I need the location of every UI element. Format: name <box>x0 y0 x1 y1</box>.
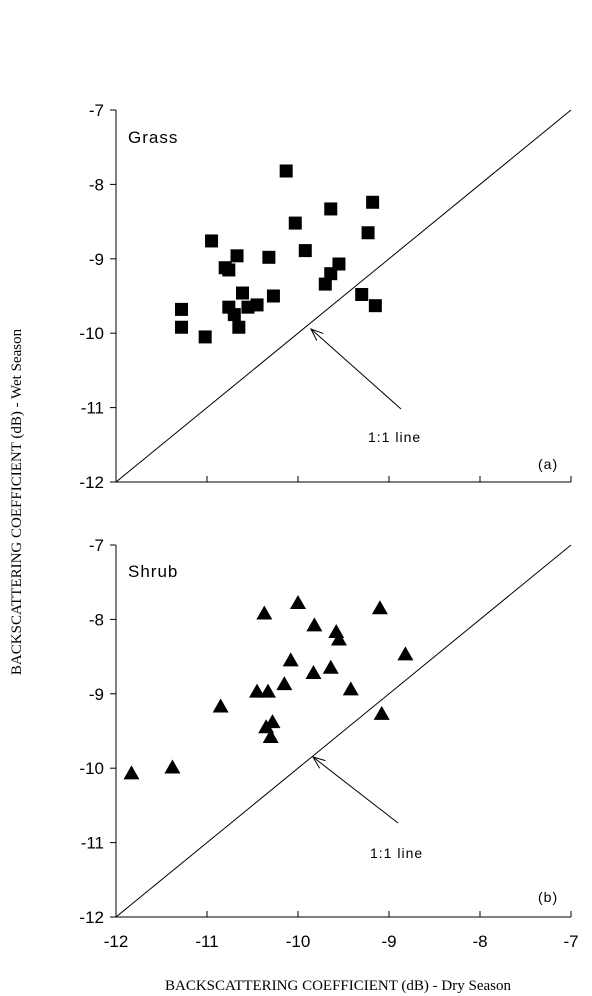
panel-grass: -7 -8 -9 -10 -11 -12 1:1 line Grass (a) <box>79 101 572 492</box>
grass-data-point <box>250 298 264 312</box>
grass-one-to-one-line <box>115 109 572 483</box>
shrub-y-tick-label: -12 <box>79 908 104 927</box>
grass-y-tick-label: -10 <box>79 324 104 343</box>
shrub-y-tick-label: -8 <box>89 610 104 629</box>
grass-data-point <box>368 299 382 313</box>
shrub-data-point <box>328 624 345 639</box>
grass-y-tick-label: -8 <box>89 175 104 194</box>
grass-data-point <box>298 244 312 258</box>
shrub-data-point <box>290 595 306 610</box>
grass-data-point <box>324 202 338 216</box>
shrub-y-tick-label: -11 <box>81 834 104 853</box>
shrub-arrow-head <box>311 756 326 769</box>
shrub-y-tick-label: -9 <box>89 685 104 704</box>
grass-annotation-arrow <box>310 328 402 410</box>
shrub-x-tick-label: -12 <box>104 932 129 951</box>
shrub-data-point <box>373 705 390 720</box>
grass-data-point <box>232 320 246 334</box>
grass-y-tick-label: -9 <box>89 250 104 269</box>
grass-data-point <box>262 250 276 264</box>
shrub-annotation-arrow <box>312 756 399 824</box>
grass-data-point <box>318 277 332 291</box>
shrub-data-point <box>212 698 229 713</box>
grass-data-point <box>266 289 280 303</box>
grass-annotation-label: 1:1 line <box>368 429 421 445</box>
shrub-x-tick-label: -9 <box>381 932 396 951</box>
panel-shrub: -7 -8 -9 -10 -11 -12-12 -11 -10 -9 -8 -7 1:1 line Sh… <box>79 536 578 951</box>
shrub-data-point <box>306 617 323 632</box>
shrub-y-tick-label: -7 <box>89 536 104 555</box>
shrub-data-point <box>249 683 266 698</box>
shrub-data-point <box>282 652 299 667</box>
y-axis-title: BACKSCATTERING COEFFICIENT (dB) - Wet Se… <box>9 328 25 675</box>
shrub-data-point <box>397 646 414 661</box>
grass-data-point <box>227 308 241 322</box>
shrub-panel-title: Shrub <box>128 562 178 581</box>
shrub-data-point <box>264 714 281 729</box>
grass-data-point <box>355 288 369 302</box>
grass-panel-title: Grass <box>128 128 178 147</box>
grass-y-tick-label: -12 <box>79 473 104 492</box>
shrub-panel-label: (b) <box>538 889 558 905</box>
grass-data-point <box>222 263 236 277</box>
grass-data-point <box>175 320 189 334</box>
grass-data-point <box>175 302 189 316</box>
grass-data-point <box>205 234 219 248</box>
grass-data-point <box>366 195 380 209</box>
grass-data-point <box>332 257 346 271</box>
shrub-annotation-label: 1:1 line <box>370 845 423 861</box>
shrub-data-point <box>123 765 140 780</box>
grass-data-point <box>288 216 302 230</box>
shrub-y-tick-label: -10 <box>79 759 104 778</box>
grass-y-tick-label: -7 <box>89 101 104 120</box>
shrub-one-to-one-line <box>115 544 572 918</box>
shrub-x-tick-label: -7 <box>563 932 578 951</box>
grass-panel-label: (a) <box>538 456 558 472</box>
shrub-data-point <box>371 600 388 615</box>
grass-data-point <box>361 226 375 240</box>
grass-data-point <box>235 286 249 300</box>
grass-arrow-head <box>309 328 324 341</box>
shrub-data-point <box>259 683 276 698</box>
shrub-data-point <box>330 631 347 646</box>
grass-data-point <box>198 330 212 344</box>
shrub-data-point <box>322 659 339 674</box>
shrub-data-point <box>256 605 273 620</box>
shrub-data-point <box>262 728 279 743</box>
shrub-x-tick-label: -11 <box>195 932 218 951</box>
grass-data-point <box>230 249 244 263</box>
grass-data-point <box>279 164 293 178</box>
shrub-data-point <box>164 759 181 774</box>
shrub-data-point <box>276 676 293 691</box>
shrub-x-tick-label: -10 <box>286 932 311 951</box>
shrub-data-point <box>305 664 322 679</box>
x-axis-title: BACKSCATTERING COEFFICIENT (dB) - Dry Se… <box>165 978 511 994</box>
shrub-data-point <box>342 681 359 696</box>
grass-y-tick-label: -11 <box>81 399 104 418</box>
shrub-x-tick-label: -8 <box>472 932 487 951</box>
